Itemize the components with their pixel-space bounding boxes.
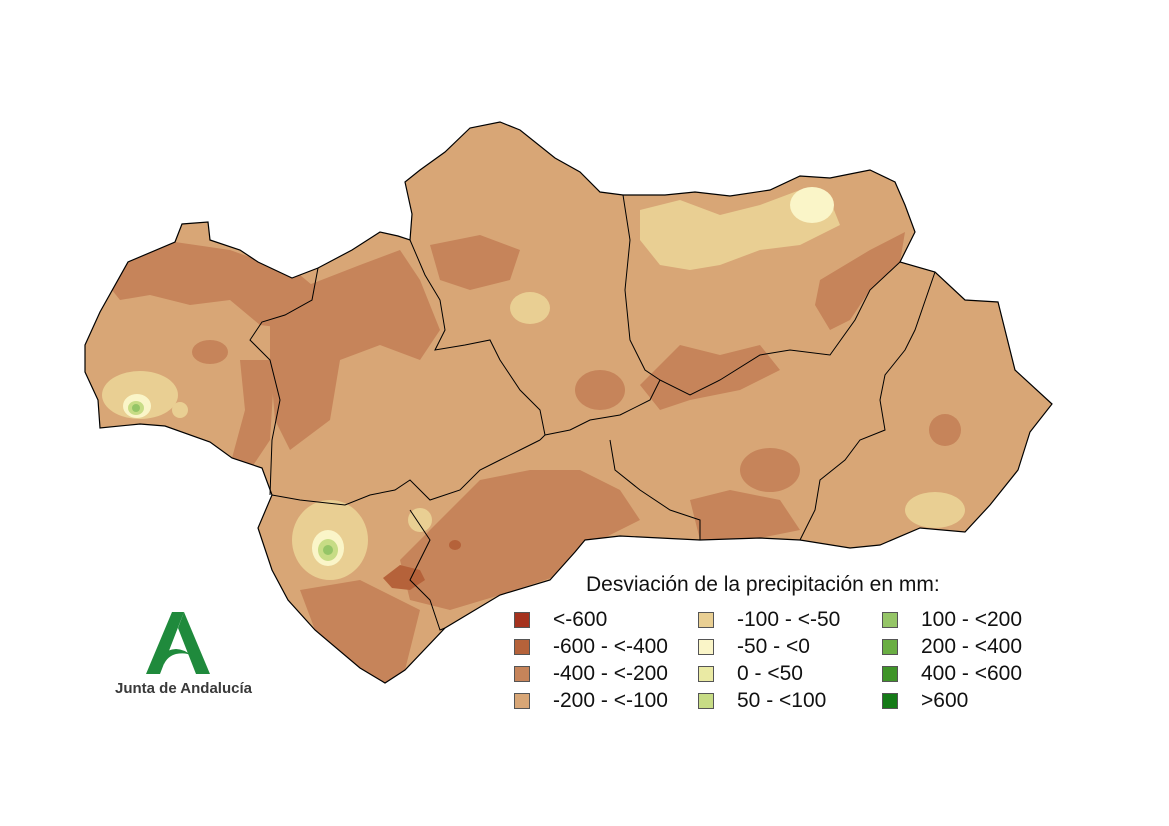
province-borders	[249, 194, 936, 631]
border-granada-almeria	[799, 271, 936, 541]
dry-zone-granada-south	[690, 490, 800, 540]
dry-zone-cordoba-north	[430, 235, 520, 290]
legend-item: 400 - <600	[882, 662, 1052, 686]
legend-label: 0 - <50	[737, 662, 803, 685]
dry-patch	[192, 340, 228, 364]
legend-swatch	[698, 666, 714, 682]
legend-swatch	[882, 693, 898, 709]
dry-zone-jaen-east	[815, 232, 905, 330]
legend-label: >600	[921, 689, 969, 712]
legend-swatch	[514, 639, 530, 655]
andalucia-a-logo-icon	[146, 612, 210, 674]
legend-item: 50 - <100	[698, 689, 882, 713]
dry-patch	[929, 414, 961, 446]
very-dry-patch	[449, 540, 461, 550]
wet-core-cadiz	[323, 545, 333, 555]
logo-text: Junta de Andalucía	[115, 680, 252, 697]
legend-swatch	[698, 612, 714, 628]
legend-item: -600 - <-400	[514, 635, 698, 659]
legend-label: <-600	[553, 608, 608, 631]
legend-item: 100 - <200	[882, 608, 1052, 632]
legend-label: -50 - <0	[737, 635, 810, 658]
legend-swatch	[514, 693, 530, 709]
legend: <-600 -600 - <-400 -400 - <-200 -200 - <…	[514, 608, 1052, 713]
border-jaen-granada	[659, 261, 901, 396]
legend-swatch	[882, 612, 898, 628]
legend-label: -200 - <-100	[553, 689, 668, 712]
legend-swatch	[882, 666, 898, 682]
legend-item: 0 - <50	[698, 662, 882, 686]
legend-item: -50 - <0	[698, 635, 882, 659]
legend-label: -600 - <-400	[553, 635, 668, 658]
border-cadiz-malaga	[409, 509, 446, 631]
border-cordoba-jaen	[622, 194, 661, 381]
dry-zone-granada-north	[640, 345, 780, 410]
legend-swatch	[698, 693, 714, 709]
legend-label: 400 - <600	[921, 662, 1023, 685]
legend-swatch	[514, 612, 530, 628]
legend-swatch	[698, 639, 714, 655]
mild-patch-sierra	[408, 508, 432, 532]
legend-label: 200 - <400	[921, 635, 1023, 658]
legend-item: >600	[882, 689, 1052, 713]
mild-zone-jaen-north	[640, 190, 840, 270]
border-cordoba-granada	[544, 379, 661, 436]
legend-label: -100 - <-50	[737, 608, 841, 631]
legend-item: <-600	[514, 608, 698, 632]
border-sevilla-cordoba	[409, 239, 546, 441]
legend-item: -400 - <-200	[514, 662, 698, 686]
border-sevilla-malaga	[271, 439, 541, 506]
legend-item: -100 - <-50	[698, 608, 882, 632]
dry-patch	[740, 448, 800, 492]
dry-zone-malaga	[400, 470, 640, 610]
legend-item: -200 - <-100	[514, 689, 698, 713]
legend-title: Desviación de la precipitación en mm:	[586, 573, 940, 596]
dry-zone-cadiz-east	[300, 580, 420, 683]
dry-zone-huelva-coast	[232, 360, 275, 470]
legend-label: 50 - <100	[737, 689, 827, 712]
legend-swatch	[514, 666, 530, 682]
border-huelva-sevilla	[249, 267, 319, 496]
dry-patch	[575, 370, 625, 410]
border-malaga-granada	[609, 439, 701, 540]
mild-patch-cordoba	[510, 292, 550, 324]
mild-patch-almeria	[905, 492, 965, 528]
legend-label: 100 - <200	[921, 608, 1023, 631]
legend-label: -400 - <-200	[553, 662, 668, 685]
near-normal-patch-jaen	[790, 187, 834, 223]
junta-de-andalucia-logo: Junta de Andalucía	[108, 612, 258, 702]
legend-swatch	[882, 639, 898, 655]
mild-patch	[172, 402, 188, 418]
legend-item: 200 - <400	[882, 635, 1052, 659]
wet-core-huelva	[132, 404, 140, 412]
